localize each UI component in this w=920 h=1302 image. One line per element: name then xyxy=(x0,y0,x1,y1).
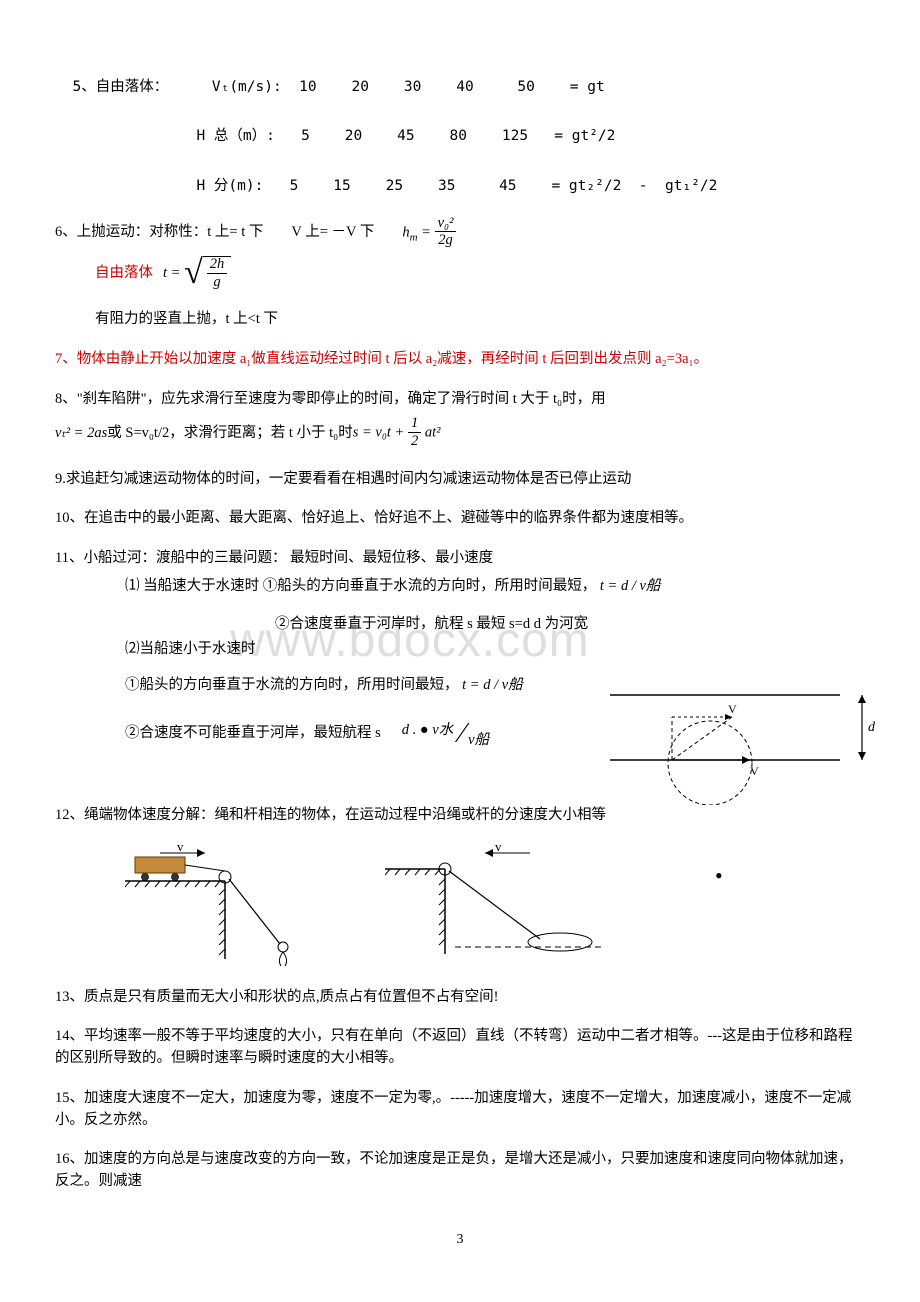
sec5-vt-vals: 10 20 30 40 50 xyxy=(299,79,535,95)
svg-text:d: d xyxy=(868,720,876,735)
sec11-c: ⑵当船速小于水速时 xyxy=(55,639,865,661)
sqrt-den: g xyxy=(207,274,228,291)
sec13: 13、质点是只有质量而无大小和形状的点,质点占有位置但不占有空间! xyxy=(55,987,865,1009)
sec5-hz-vals: 5 20 45 80 125 xyxy=(301,128,528,144)
sec11-b: ②合速度垂直于河岸时，航程 s 最短 s=d d 为河宽 xyxy=(55,614,865,636)
sec8-l2: vₜ² = 2as 或 S=v₀t/2，求滑行距离；若 t 小于 t₀时 s =… xyxy=(55,416,865,450)
sec6: 6、上抛运动：对称性：t 上= t 下 V 上= －V 下 hm = v₀²2g xyxy=(55,216,865,250)
sec6-vrel: V 上= －V 下 xyxy=(291,222,374,244)
river-diagram: V V d xyxy=(600,675,880,805)
e-eq-den: v船 xyxy=(468,732,489,748)
rope-diagram-2: v xyxy=(385,839,615,969)
sqrt-num: 2h xyxy=(207,257,228,274)
sec9: 9.求追赶匀减速运动物体的时间，一定要看看在相遇时间内匀减速运动物体是否已停止运… xyxy=(55,469,865,491)
sec10: 10、在追击中的最小距离、最大距离、恰好追上、恰好追不上、避碰等中的临界条件都为… xyxy=(55,508,865,530)
sec5-row1: 5、自由落体： Vₜ(m/s): 10 20 30 40 50 = gt xyxy=(55,55,865,99)
sec5-vt-label: Vₜ(m/s): xyxy=(212,79,282,95)
sec5-hf-vals: 5 15 25 35 45 xyxy=(290,178,517,194)
svg-text:v: v xyxy=(177,839,184,854)
sec5-row3: H 分(m): 5 15 25 35 45 = gt₂²/2 - gt₁²/2 xyxy=(55,154,865,198)
sec6-freefall: 自由落体 t = √ 2hg xyxy=(55,256,865,291)
sqrt-icon: √ xyxy=(184,256,203,291)
sec8-eq2: s = v₀t + 12 at² xyxy=(353,416,441,450)
e-eq-lhs: d . ● v水 xyxy=(399,723,456,739)
sec11-a: ⑴ 当船速大于水速时 ①船头的方向垂直于水流的方向时，所用时间最短， t = d… xyxy=(55,576,865,598)
sec5-hz-eq: = gt²/2 xyxy=(554,128,615,144)
sec11-title: 11、小船过河：渡船中的三最问题： 最短时间、最短位移、最小速度 xyxy=(55,548,865,570)
sec5-hf-label: H 分(m): xyxy=(196,178,263,194)
hm-den: 2g xyxy=(435,232,457,249)
sec11-a-text: ⑴ 当船速大于水速时 ①船头的方向垂直于水流的方向时，所用时间最短， xyxy=(125,578,596,594)
eq2-lhs: s = v₀t + xyxy=(353,425,408,441)
freefall-eq: t = √ 2hg xyxy=(163,256,231,291)
sec12: 12、绳端物体速度分解：绳和杆相连的物体，在运动过程中沿绳或杆的分速度大小相等 xyxy=(55,805,865,827)
sec11-a-eq: t = d / v船 xyxy=(600,578,661,594)
sec7: 7、物体由静止开始以加速度 a₁做直线运动经过时间 t 后以 a₂减速，再经时间… xyxy=(55,349,865,371)
sec8-mid: 或 S=v₀t/2，求滑行距离；若 t 小于 t₀时 xyxy=(107,423,352,445)
sec5-hz-label: H 总（m）: xyxy=(196,128,274,144)
sec11-e-eq: d . ● v水 ⁄ v船 xyxy=(399,713,489,755)
freefall-label: 自由落体 xyxy=(95,263,153,285)
hm-sub: m xyxy=(410,231,418,243)
eq2-den: 2 xyxy=(408,433,421,450)
page-number: 3 xyxy=(55,1229,865,1250)
sec6-note: 有阻力的竖直上抛，t 上<t 下 xyxy=(55,309,865,331)
sec11-d-eq: t = d / v船 xyxy=(462,677,523,693)
svg-text:v: v xyxy=(495,839,502,854)
sec14: 14、平均速率一般不等于平均速度的大小，只有在单向（不返回）直线（不转弯）运动中… xyxy=(55,1026,865,1070)
dot-icon: • xyxy=(715,859,723,892)
sec6-title: 6、上抛运动：对称性：t 上= t 下 xyxy=(55,222,263,244)
sec5-vt-eq: = gt xyxy=(570,79,605,95)
rope-diagram-1: v xyxy=(125,839,325,969)
sec5-title: 5、自由落体： xyxy=(72,79,168,95)
sec8-eq1: vₜ² = 2as xyxy=(55,423,107,445)
eq2-rhs: at² xyxy=(425,425,441,441)
t-eq-lhs: t = xyxy=(163,265,180,281)
sec15: 15、加速度大速度不一定大，加速度为零，速度不一定为零,。-----加速度增大，… xyxy=(55,1088,865,1132)
sec11-d-text: ①船头的方向垂直于水流的方向时，所用时间最短， xyxy=(125,677,459,693)
sec6-hm: hm = v₀²2g xyxy=(402,216,456,250)
rope-diagrams: v v xyxy=(125,839,865,969)
sec5-hf-eq: = gt₂²/2 - gt₁²/2 xyxy=(551,178,717,194)
sec16: 16、加速度的方向总是与速度改变的方向一致，不论加速度是正是负，是增大还是减小，… xyxy=(55,1149,865,1193)
eq2-num: 1 xyxy=(408,416,421,433)
svg-text:V: V xyxy=(728,702,737,716)
sec8-l1: 8、"刹车陷阱"，应先求滑行至速度为零即停止的时间，确定了滑行时间 t 大于 t… xyxy=(55,389,865,411)
hm-h: h xyxy=(402,224,409,240)
sec5-row2: H 总（m）: 5 20 45 80 125 = gt²/2 xyxy=(55,105,865,149)
sec11-e-text: ②合速度不可能垂直于河岸，最短航程 s xyxy=(125,723,381,745)
hm-num: v₀² xyxy=(435,216,457,233)
